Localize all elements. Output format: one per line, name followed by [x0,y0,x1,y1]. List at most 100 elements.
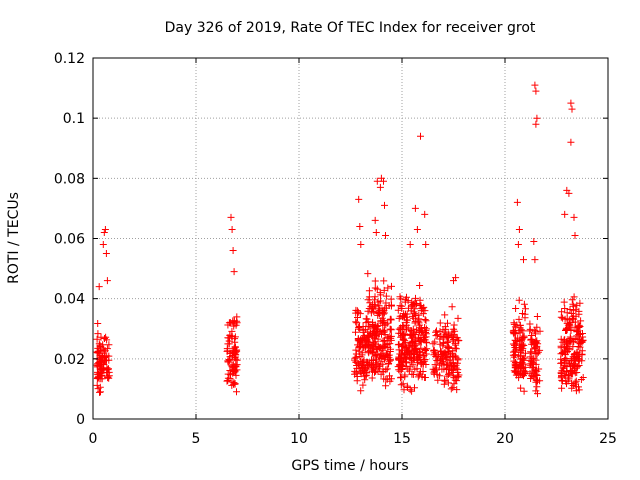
data-point [571,336,579,343]
data-point [103,277,111,285]
data-point [423,339,431,347]
x-tick-label: 20 [496,431,514,447]
data-point [510,367,518,375]
data-point [365,322,373,330]
y-tick-label: 0.02 [54,352,85,368]
data-point [442,325,450,333]
data-point [432,364,440,372]
data-point [558,384,566,392]
data-point [385,360,392,368]
data-point [353,373,361,380]
data-point [575,307,583,315]
data-point [575,386,583,394]
data-point [371,352,379,360]
data-points [93,81,587,398]
data-point [99,353,106,361]
data-point [352,353,360,361]
data-point [415,334,423,342]
data-point [353,319,361,327]
data-point [405,342,413,350]
data-point [230,368,238,376]
data-point [421,346,429,353]
data-point [517,348,524,356]
data-point [359,366,366,374]
data-point [517,358,525,366]
data-point [400,386,408,394]
data-point [570,293,578,301]
data-point [352,328,359,336]
data-point [364,343,372,351]
data-point [559,338,567,346]
data-point [512,305,520,312]
data-point [99,241,107,248]
data-point [105,341,113,349]
data-point [387,334,395,342]
data-point [387,325,395,333]
data-point [528,349,536,357]
data-point [102,250,110,257]
data-point [230,320,238,328]
data-point [561,305,569,312]
data-point [574,343,582,350]
data-point [415,315,423,323]
y-tick-label: 0.04 [54,292,85,308]
data-point [386,372,393,380]
data-point [529,372,537,380]
axis-ticks: 0 5 10 15 20 25 0 0.02 0.04 0.06 0.08 0.1 0.12 [54,51,617,447]
data-point [415,371,423,379]
data-point [381,353,389,361]
data-point [97,360,105,368]
data-point [93,381,101,389]
data-point [383,365,391,373]
data-point [371,277,379,285]
data-point [376,351,384,359]
data-point [417,344,425,352]
data-point [373,177,381,185]
data-point [567,362,575,370]
data-point [419,368,427,375]
data-point [371,293,379,301]
data-point [520,300,528,308]
data-point [225,358,233,366]
data-point [103,345,111,353]
data-point [226,349,234,357]
data-point [526,327,534,335]
data-point [355,347,363,355]
data-point [422,325,430,333]
data-point [384,284,392,292]
data-point [442,366,450,373]
data-point [357,241,365,248]
data-point [421,374,429,381]
data-point [520,333,528,341]
data-point [454,356,462,364]
data-point [387,326,395,334]
data-point [105,374,113,382]
data-point [534,348,542,356]
y-tick-label: 0 [76,412,85,428]
data-point [521,314,529,322]
data-point [398,343,406,351]
data-point [414,354,422,362]
data-point [379,310,387,318]
data-point [416,337,424,345]
data-point [407,358,415,366]
data-point [453,386,461,394]
data-point [561,362,569,370]
data-point [557,359,565,367]
data-point [419,310,427,318]
data-point [226,356,234,364]
data-point [567,138,575,146]
data-point [380,321,388,329]
data-point [568,296,576,304]
data-point [510,351,518,359]
data-point [528,355,536,363]
data-point [574,355,582,363]
data-point [370,296,378,304]
data-point [518,340,526,348]
data-point [364,270,372,278]
data-point [405,367,413,375]
data-point [532,328,539,336]
data-point [364,362,372,370]
data-point [570,351,578,358]
data-point [512,368,520,376]
